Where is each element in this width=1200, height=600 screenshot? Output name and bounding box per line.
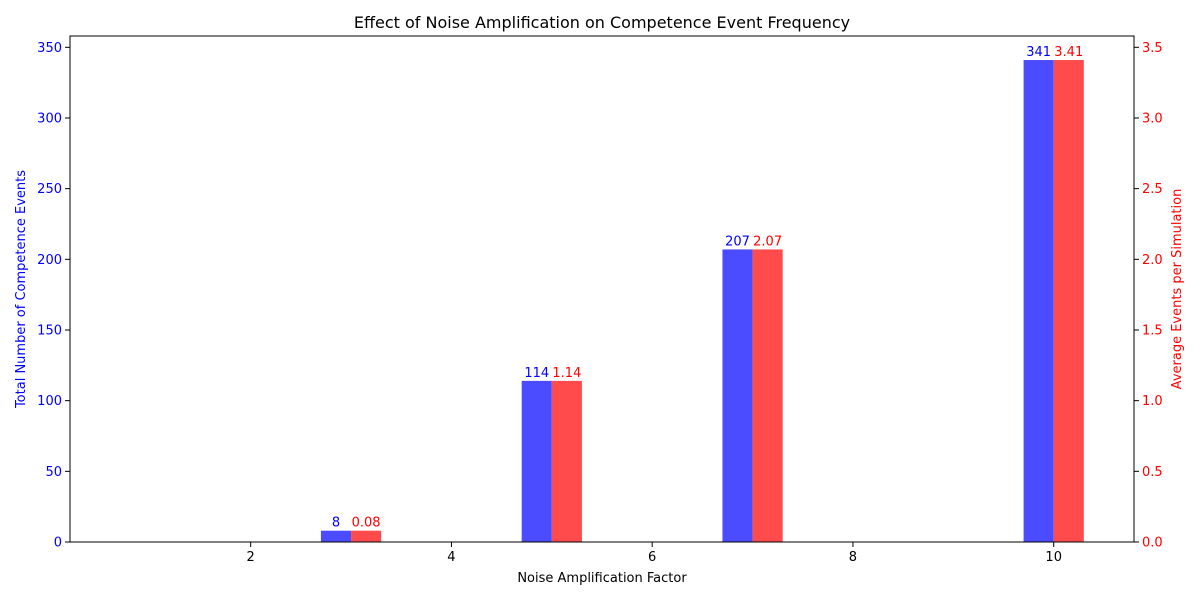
y-left-axis-label: Total Number of Competence Events — [14, 170, 29, 409]
bar-right-1 — [551, 380, 582, 542]
data-label-right-0: 0.08 — [352, 516, 381, 531]
bar-left-1 — [521, 380, 552, 542]
chart-title: Effect of Noise Amplification on Compete… — [354, 13, 850, 32]
bar-left-0 — [320, 530, 352, 542]
data-label-left-1: 114 — [524, 366, 549, 381]
data-label-left-0: 8 — [332, 516, 340, 531]
x-tick-label-3: 8 — [849, 550, 857, 565]
y-left-tick-label-5: 250 — [37, 182, 62, 197]
y-right-tick-label-0: 0.0 — [1142, 536, 1163, 551]
y-right-tick-label-6: 3.0 — [1142, 111, 1163, 126]
data-label-left-3: 341 — [1026, 45, 1051, 60]
x-axis-label: Noise Amplification Factor — [517, 571, 687, 586]
x-tick-label-2: 6 — [648, 550, 656, 565]
y-left-tick-label-1: 50 — [45, 465, 62, 480]
y-right-tick-label-5: 2.5 — [1142, 182, 1163, 197]
plot-frame — [69, 35, 1135, 543]
data-label-right-1: 1.14 — [552, 366, 581, 381]
x-tick-label-0: 2 — [247, 550, 255, 565]
y-right-tick-label-7: 3.5 — [1142, 41, 1163, 56]
bar-right-0 — [351, 530, 382, 542]
data-label-left-2: 207 — [725, 234, 750, 249]
y-left-tick-label-7: 350 — [37, 41, 62, 56]
bar-left-2 — [722, 249, 753, 543]
y-right-tick-label-3: 1.5 — [1142, 323, 1163, 338]
data-label-right-2: 2.07 — [753, 234, 782, 249]
y-left-tick-label-2: 100 — [37, 394, 62, 409]
y-right-tick-label-4: 2.0 — [1142, 253, 1163, 268]
x-tick-label-4: 10 — [1045, 550, 1062, 565]
data-label-right-3: 3.41 — [1054, 45, 1083, 60]
bar-right-3 — [1053, 60, 1084, 543]
bar-left-3 — [1023, 60, 1054, 543]
y-left-tick-label-3: 150 — [37, 323, 62, 338]
y-right-tick-label-1: 0.5 — [1142, 465, 1163, 480]
bar-right-2 — [752, 249, 783, 543]
y-left-tick-label-0: 0 — [54, 536, 62, 551]
y-right-axis-label: Average Events per Simulation — [1170, 189, 1185, 390]
y-left-tick-label-4: 200 — [37, 253, 62, 268]
x-tick-label-1: 4 — [447, 550, 455, 565]
y-left-tick-label-6: 300 — [37, 111, 62, 126]
y-right-tick-label-2: 1.0 — [1142, 394, 1163, 409]
